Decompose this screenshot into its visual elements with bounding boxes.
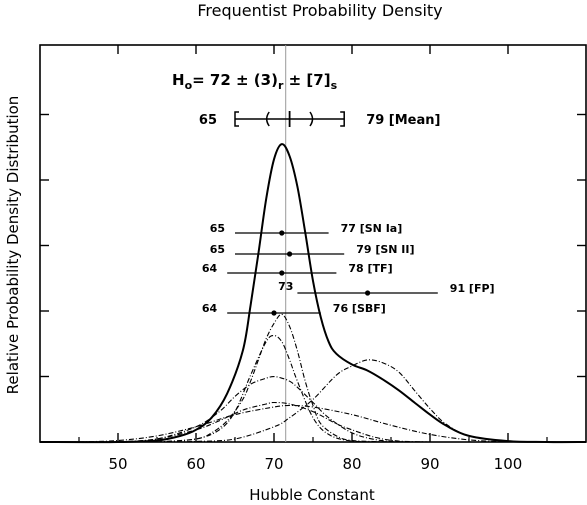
curves <box>39 143 587 444</box>
x-tick-label-60: 60 <box>186 455 205 473</box>
error-bar-point-sbf <box>271 310 277 316</box>
formula-h: H <box>172 71 185 89</box>
error-bar-point-sn-ii <box>287 251 293 257</box>
mean-bracket-left <box>234 111 239 127</box>
formula-h-subscript: o <box>185 79 193 92</box>
mean-paren-right <box>309 111 314 127</box>
error-bar-high-label-sn-ii: 79 [SN II] <box>356 243 414 256</box>
mean-bracket-right <box>340 111 345 127</box>
component-curve-4 <box>117 401 431 443</box>
x-tick-label-50: 50 <box>108 455 127 473</box>
chart-title: Frequentist Probability Density <box>197 1 442 20</box>
error-bar-point-tf <box>279 270 285 276</box>
x-tick-label-70: 70 <box>264 455 283 473</box>
y-axis <box>40 113 586 378</box>
plot-frame <box>39 44 587 443</box>
error-bar-low-label-sn-ii: 65 <box>210 243 225 256</box>
error-bar-point-sn-ia <box>279 230 285 236</box>
error-bar-high-label-sn-ia: 77 [SN Ia] <box>341 222 403 235</box>
y-axis-label: Relative Probability Density Distributio… <box>4 96 22 395</box>
component-curve-5 <box>156 359 509 443</box>
error-bar-high-label-sbf: 76 [SBF] <box>333 302 386 315</box>
formula-stat: = 72 ± (3) <box>192 71 278 89</box>
error-bar-low-label-tf: 64 <box>202 262 218 275</box>
x-tick-label-90: 90 <box>420 455 439 473</box>
mean-high-label: 79 [Mean] <box>366 113 440 128</box>
formula-sys: ± [7] <box>283 71 330 89</box>
component-curve-3 <box>117 376 431 443</box>
x-tick-label-100: 100 <box>494 455 523 473</box>
combined-curve <box>39 143 587 444</box>
mean-paren-left <box>265 111 270 127</box>
error-bar-high-label-tf: 78 [TF] <box>348 262 392 275</box>
x-axis: 50 60 70 80 90 100 <box>78 45 548 473</box>
x-tick-label-80: 80 <box>342 455 361 473</box>
error-bars: 65 77 [SN Ia] 65 79 [SN II] 64 78 [TF] 73 91 [F… <box>202 222 495 316</box>
formula-stat-subscript: r <box>278 79 284 92</box>
mean-low-label: 65 <box>199 113 217 128</box>
error-bar-low-label-fp: 73 <box>278 280 293 293</box>
error-bar-high-label-fp: 91 [FP] <box>450 282 495 295</box>
error-bar-point-fp <box>365 290 371 296</box>
combined-result-formula: Ho= 72 ± (3)r ± [7]s <box>172 71 338 92</box>
component-curve-1 <box>156 313 392 443</box>
component-curve-6 <box>78 404 509 443</box>
x-axis-label: Hubble Constant <box>249 486 375 504</box>
formula-sys-subscript: s <box>331 79 338 92</box>
error-bar-low-label-sbf: 64 <box>202 302 218 315</box>
error-bar-low-label-sn-ia: 65 <box>210 222 225 235</box>
component-curve-2 <box>156 335 392 443</box>
mean-bar: 65 79 [Mean] <box>199 111 440 128</box>
